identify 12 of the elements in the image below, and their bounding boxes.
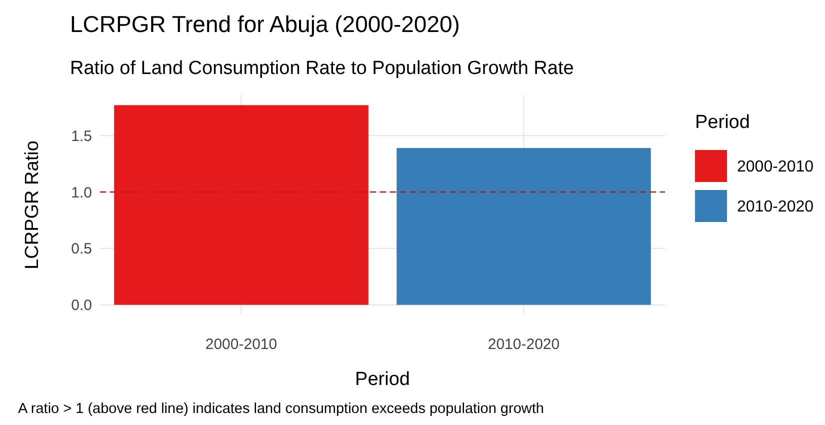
chart-subtitle: Ratio of Land Consumption Rate to Population Growth Rate (70, 58, 574, 79)
y-tick-label: 0.0 (71, 297, 92, 314)
chart-title: LCRPGR Trend for Abuja (2000-2020) (70, 11, 460, 37)
y-axis-title: LCRPGR Ratio (22, 140, 43, 270)
x-axis-title: Period (355, 369, 410, 390)
y-tick-label: 1.5 (71, 128, 92, 145)
y-tick-label: 0.5 (71, 240, 92, 258)
legend-label: 2000-2010 (737, 158, 814, 176)
legend-title: Period (695, 112, 750, 133)
y-tick-label: 1.0 (71, 184, 92, 202)
text: A ratio > 1 (above red line) indicates land consumption exceeds population growth (18, 401, 544, 417)
legend-label: 2010-2020 (737, 198, 814, 216)
